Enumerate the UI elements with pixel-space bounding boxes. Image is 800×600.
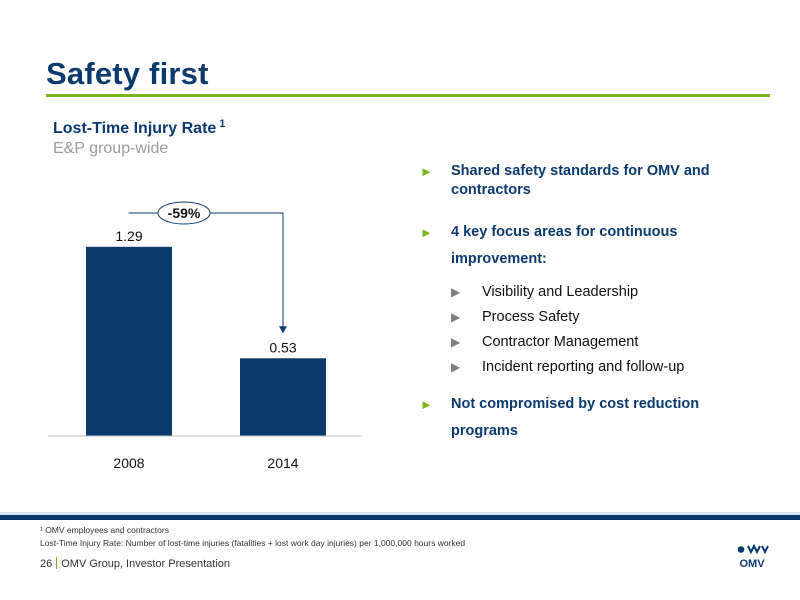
sub-bullet-text: Visibility and Leadership: [482, 284, 639, 300]
bar-2014: [240, 358, 326, 436]
sub-bullet-item: ▶ Process Safety: [451, 308, 760, 327]
bullet-marker-icon: ►: [420, 164, 433, 179]
sub-bullet-item: ▶ Incident reporting and follow-up: [451, 358, 760, 377]
footer-text: OMV Group, Investor Presentation: [61, 558, 230, 570]
footer: 26 OMV Group, Investor Presentation: [40, 557, 230, 570]
page-title: Safety first: [46, 56, 209, 91]
sub-bullet-item: ▶ Contractor Management: [451, 333, 760, 352]
chart-title-footnote-ref: 1: [219, 118, 226, 130]
sub-bullet-text: Process Safety: [482, 309, 580, 325]
arrow-head-icon: [279, 326, 287, 334]
title-divider: [46, 94, 770, 97]
bullet-marker-icon: ►: [420, 397, 433, 412]
sub-bullet-text: Contractor Management: [482, 334, 639, 350]
footer-band-light: [0, 512, 800, 515]
sub-bullet-marker-icon: ▶: [451, 335, 461, 349]
footnote-line: ¹ OMV employees and contractors: [40, 525, 169, 535]
data-label-2014: 0.53: [269, 339, 296, 355]
sub-bullet-list: ▶ Visibility and Leadership ▶ Process Sa…: [451, 283, 760, 377]
bullet-item: ► Shared safety standards for OMV and co…: [420, 162, 760, 200]
change-badge: [157, 201, 211, 225]
bullet-text: Not compromised by cost reduction progra…: [451, 396, 700, 439]
sub-bullet-marker-icon: ▶: [451, 310, 461, 324]
bullet-marker-icon: ►: [420, 225, 433, 240]
x-tick-label-2014: 2014: [267, 455, 298, 471]
sub-bullet-text: Incident reporting and follow-up: [482, 359, 685, 375]
sub-bullet-item: ▶ Visibility and Leadership: [451, 283, 760, 302]
footnote: ¹ OMV employees and contractors Lost-Tim…: [40, 524, 465, 550]
omv-logo: OMV: [735, 544, 769, 570]
footnote-line: Lost-Time Injury Rate: Number of lost-ti…: [40, 538, 466, 548]
sub-bullet-marker-icon: ▶: [451, 360, 461, 374]
change-label: -59%: [168, 205, 201, 221]
page-number: 26: [40, 558, 53, 570]
bullet-item: ► Not compromised by cost reduction prog…: [420, 391, 760, 445]
logo-text: OMV: [739, 558, 765, 570]
data-label-2008: 1.29: [115, 228, 142, 244]
footer-separator: [56, 557, 58, 569]
chart-subtitle: E&P group-wide: [53, 140, 169, 157]
bullet-text: Shared safety standards for OMV and cont…: [451, 163, 710, 198]
bullet-text: 4 key focus areas for continuous improve…: [451, 224, 678, 267]
chart-title: Lost-Time Injury Rate 1: [53, 118, 225, 138]
chart-title-text: Lost-Time Injury Rate: [53, 120, 217, 137]
bar-chart: 1.29 2008 0.53 2014 -59%: [48, 201, 362, 471]
bullet-item: ► 4 key focus areas for continuous impro…: [420, 219, 760, 273]
bar-2008: [86, 246, 172, 436]
sub-bullet-marker-icon: ▶: [451, 285, 461, 299]
footer-band: [0, 515, 800, 520]
bullet-list: ► Shared safety standards for OMV and co…: [420, 162, 760, 445]
x-tick-label-2008: 2008: [113, 455, 144, 471]
